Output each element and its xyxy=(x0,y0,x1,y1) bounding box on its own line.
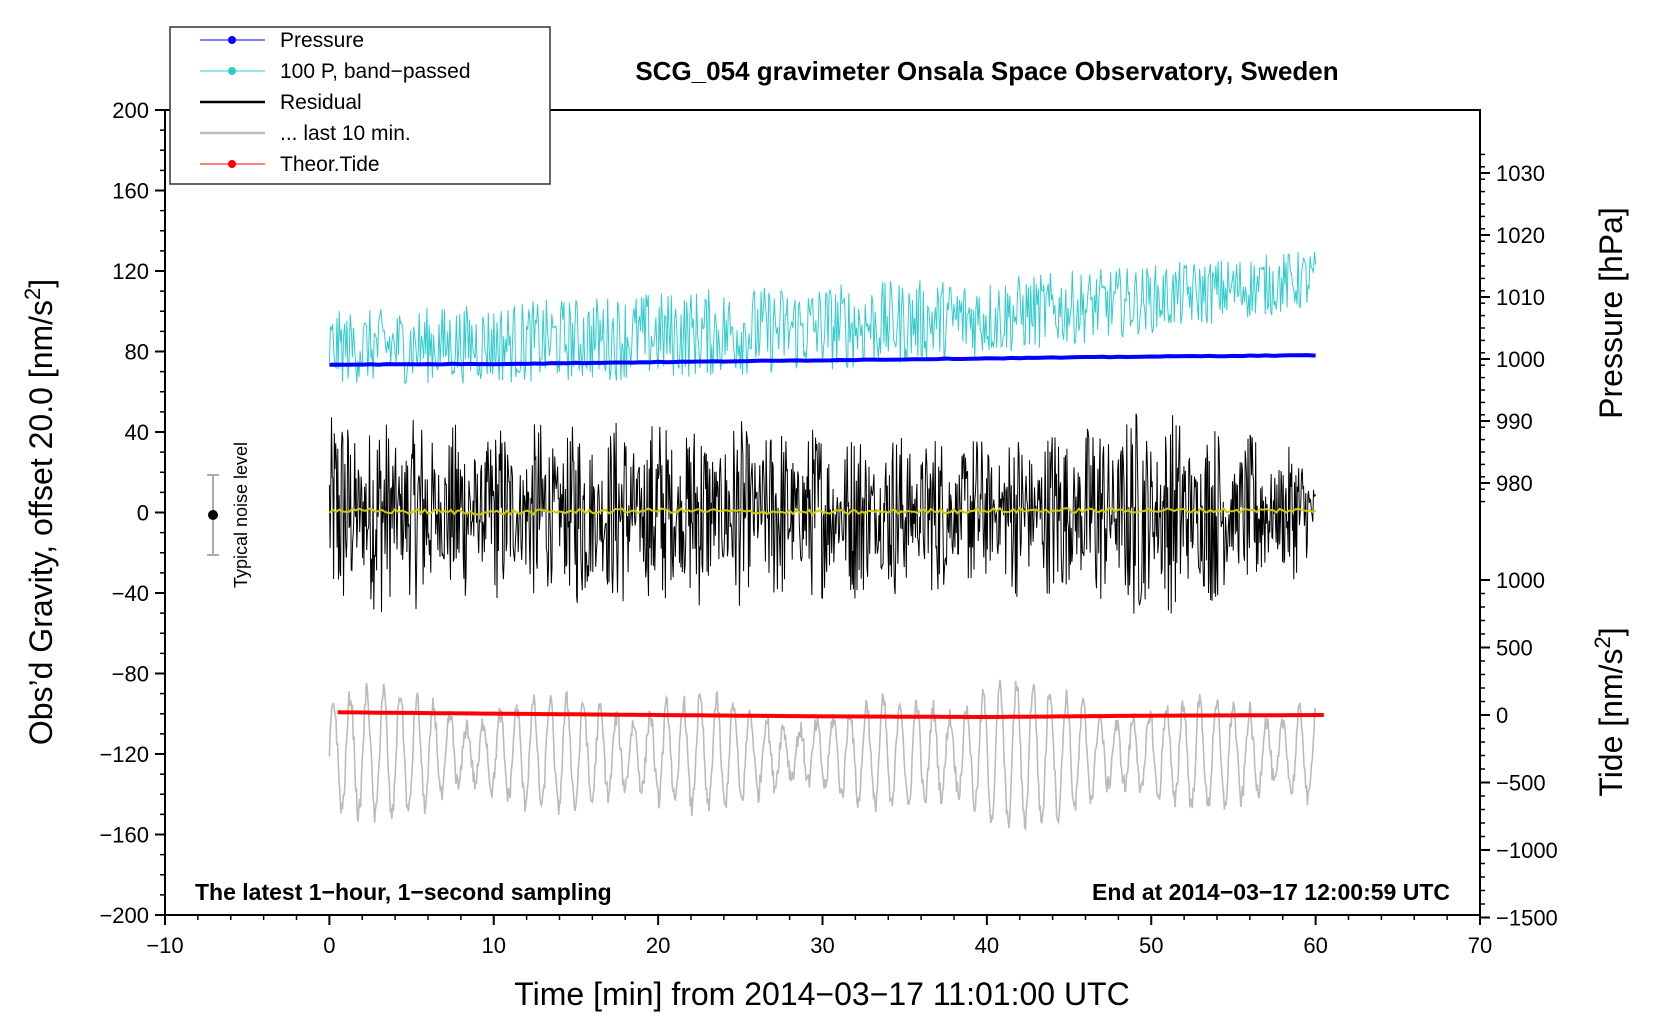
tide-axis-label-main: Tide [nm/s xyxy=(1593,648,1629,796)
legend-label: Residual xyxy=(280,91,362,114)
y-tick-label: −160 xyxy=(99,823,149,848)
legend-marker xyxy=(228,36,236,44)
y-tick-label: 40 xyxy=(125,420,149,445)
y-tick-label: −120 xyxy=(99,742,149,767)
residual-line xyxy=(328,413,1317,614)
annotation-right: End at 2014−03−17 12:00:59 UTC xyxy=(1092,879,1450,905)
tide-axis-label: Tide [nm/s2] xyxy=(1590,627,1630,796)
pressure-line xyxy=(329,353,1316,367)
x-tick-label: 40 xyxy=(975,933,999,958)
legend-marker xyxy=(228,67,236,75)
pressure-tick-label: 1020 xyxy=(1496,223,1545,248)
plot-frame xyxy=(164,109,1481,916)
residual-smoothed-line xyxy=(328,506,1316,517)
y-tick-label: 160 xyxy=(112,179,149,204)
chart-title: SCG_054 gravimeter Onsala Space Observat… xyxy=(635,56,1338,86)
pressure-tick-label: 1030 xyxy=(1496,161,1545,186)
noise-dot xyxy=(208,510,218,520)
y-tick-label: −200 xyxy=(99,903,149,928)
pressure-tick-label: 1000 xyxy=(1496,347,1545,372)
tide-axis-label-sup: 2 xyxy=(1590,636,1615,648)
noise-label: Typical noise level xyxy=(231,442,251,588)
noise-marker: Typical noise level xyxy=(207,442,251,588)
legend-box xyxy=(169,26,551,185)
x-tick-label: 10 xyxy=(482,933,506,958)
legend-label: Pressure xyxy=(280,29,364,52)
tide-tick-label: −1000 xyxy=(1496,838,1558,863)
y-tick-label: −40 xyxy=(112,581,149,606)
legend-label: Theor.Tide xyxy=(280,153,380,176)
tide-tick-label: 500 xyxy=(1496,636,1533,661)
x-tick-label: 0 xyxy=(323,933,335,958)
y-tick-label: −80 xyxy=(112,662,149,687)
tide-tick-label: −1500 xyxy=(1496,906,1558,931)
y-tick-label: 0 xyxy=(137,501,149,526)
y-tick-label: 80 xyxy=(125,340,149,365)
y-tick-label: 200 xyxy=(112,98,149,123)
bandpassed-pressure-line xyxy=(328,251,1317,385)
tide-tick-label: 0 xyxy=(1496,703,1508,728)
x-tick-label: −10 xyxy=(146,933,183,958)
x-tick-label: 50 xyxy=(1139,933,1163,958)
y-axis-label-end: ] xyxy=(23,279,59,288)
legend-marker xyxy=(228,160,236,168)
legend-label: 100 P, band−passed xyxy=(280,60,471,83)
tide-axis-label-end: ] xyxy=(1593,627,1629,636)
tide-tick-label: −500 xyxy=(1496,771,1546,796)
x-tick-label: 70 xyxy=(1468,933,1492,958)
x-axis-label: Time [min] from 2014−03−17 11:01:00 UTC xyxy=(514,976,1129,1012)
y-axis-label-left: Obs’d Gravity, offset 20.0 [nm/s2] xyxy=(20,279,60,745)
y-axis-label-sup: 2 xyxy=(20,288,45,300)
legend: Pressure 100 P, band−passed Residual ... la… xyxy=(169,26,551,185)
data-layer xyxy=(328,251,1324,832)
pressure-tick-label: 1010 xyxy=(1496,285,1545,310)
tide-line xyxy=(337,710,1324,719)
axes-layer: −10 0 10 20 30 40 50 60 7020016012080400−40−80−1… xyxy=(99,98,1557,958)
x-tick-label: 30 xyxy=(810,933,834,958)
pressure-tick-label: 980 xyxy=(1496,471,1533,496)
y-tick-label: 120 xyxy=(112,259,149,284)
pressure-axis-label: Pressure [hPa] xyxy=(1593,207,1629,419)
pressure-tick-label: 990 xyxy=(1496,409,1533,434)
annotation-left: The latest 1−hour, 1−second sampling xyxy=(195,879,612,905)
x-tick-label: 60 xyxy=(1303,933,1327,958)
x-tick-label: 20 xyxy=(646,933,670,958)
y-axis-label-main: Obs’d Gravity, offset 20.0 [nm/s xyxy=(23,300,59,745)
tide-tick-label: 1000 xyxy=(1496,568,1545,593)
legend-label: ... last 10 min. xyxy=(280,122,411,145)
